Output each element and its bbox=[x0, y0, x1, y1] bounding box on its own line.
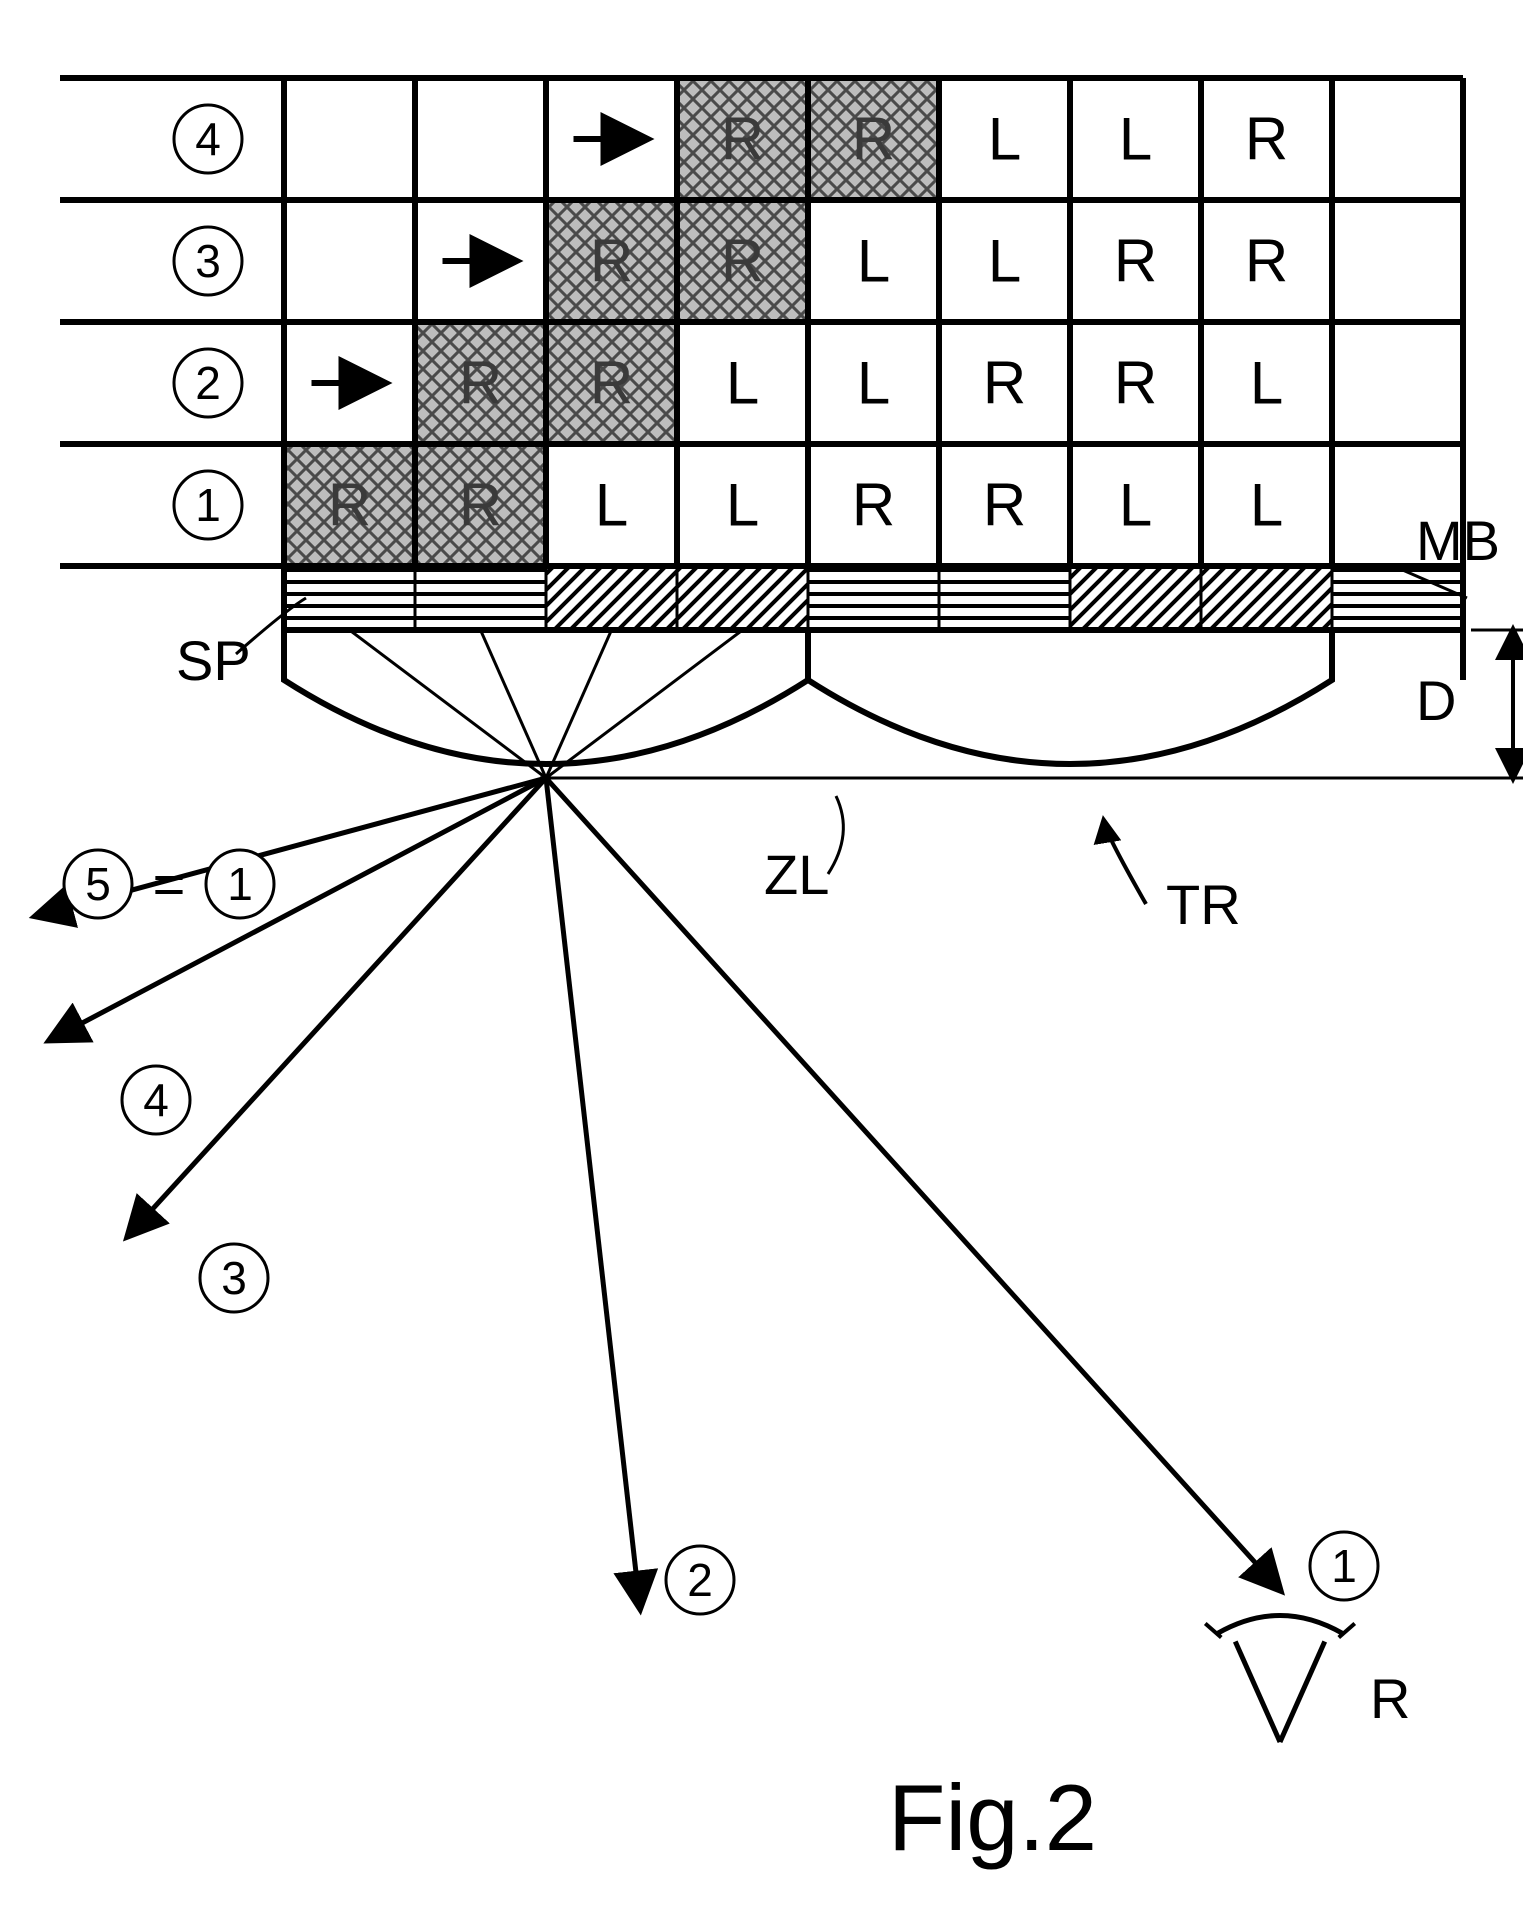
cell-value: L bbox=[726, 472, 759, 539]
barrier-cell bbox=[939, 566, 1070, 630]
lens-2 bbox=[808, 630, 1332, 764]
ray-up bbox=[546, 630, 612, 778]
lens-1 bbox=[284, 630, 808, 764]
svg-text:2: 2 bbox=[687, 1554, 713, 1606]
view-ray bbox=[50, 778, 546, 1040]
cell-value: R bbox=[852, 472, 895, 539]
cell-value: L bbox=[857, 350, 890, 417]
cell-value: L bbox=[1250, 350, 1283, 417]
cell-value: R bbox=[1114, 228, 1157, 295]
svg-text:3: 3 bbox=[195, 235, 221, 287]
label-SP: SP bbox=[176, 629, 251, 692]
cell-value: L bbox=[595, 472, 628, 539]
view-ray bbox=[546, 778, 640, 1608]
cell-value: L bbox=[726, 350, 759, 417]
cell-value: R bbox=[590, 350, 633, 417]
leader-TR bbox=[1104, 822, 1146, 904]
cell-value: L bbox=[857, 228, 890, 295]
svg-text:5: 5 bbox=[85, 858, 111, 910]
ray-up bbox=[546, 630, 743, 778]
eye-arc bbox=[1217, 1616, 1342, 1634]
label-TR: TR bbox=[1166, 873, 1241, 936]
cell-value: R bbox=[721, 228, 764, 295]
cell-value: R bbox=[1114, 350, 1157, 417]
barrier-cell bbox=[808, 566, 939, 630]
svg-text:1: 1 bbox=[195, 479, 221, 531]
svg-text:3: 3 bbox=[221, 1252, 247, 1304]
cell-value: R bbox=[590, 228, 633, 295]
cell-value: R bbox=[1245, 106, 1288, 173]
cell-value: L bbox=[988, 106, 1021, 173]
cell-value: L bbox=[1119, 106, 1152, 173]
cell-value: R bbox=[328, 472, 371, 539]
barrier-cell bbox=[677, 566, 808, 630]
barrier-cell bbox=[1201, 566, 1332, 630]
barrier-cell bbox=[546, 566, 677, 630]
barrier-cell bbox=[415, 566, 546, 630]
svg-text:=: = bbox=[153, 853, 186, 916]
cell-value: R bbox=[459, 472, 502, 539]
barrier-cell bbox=[1070, 566, 1201, 630]
label-MB: MB bbox=[1416, 509, 1500, 572]
cell-value: R bbox=[459, 350, 502, 417]
eye-v-right bbox=[1280, 1642, 1325, 1742]
cell-value: R bbox=[721, 106, 764, 173]
cell-value: L bbox=[1250, 472, 1283, 539]
cell-value: L bbox=[1119, 472, 1152, 539]
cell-value: L bbox=[988, 228, 1021, 295]
label-ZL: ZL bbox=[764, 843, 829, 906]
svg-text:2: 2 bbox=[195, 357, 221, 409]
svg-text:4: 4 bbox=[143, 1074, 169, 1126]
ray-up bbox=[481, 630, 547, 778]
eye-v-left bbox=[1235, 1642, 1280, 1742]
figure-caption: Fig.2 bbox=[888, 1765, 1097, 1870]
view-ray bbox=[128, 778, 546, 1236]
svg-text:1: 1 bbox=[227, 858, 253, 910]
svg-text:4: 4 bbox=[195, 113, 221, 165]
svg-text:1: 1 bbox=[1331, 1540, 1357, 1592]
cell-value: R bbox=[983, 350, 1026, 417]
cell-value: R bbox=[1245, 228, 1288, 295]
ray-up bbox=[350, 630, 547, 778]
label-D: D bbox=[1416, 669, 1456, 732]
cell-value: R bbox=[983, 472, 1026, 539]
leader-ZL bbox=[828, 796, 843, 874]
barrier-cell bbox=[1332, 566, 1463, 630]
cell-value: R bbox=[852, 106, 895, 173]
label-R-eye: R bbox=[1370, 1667, 1410, 1730]
